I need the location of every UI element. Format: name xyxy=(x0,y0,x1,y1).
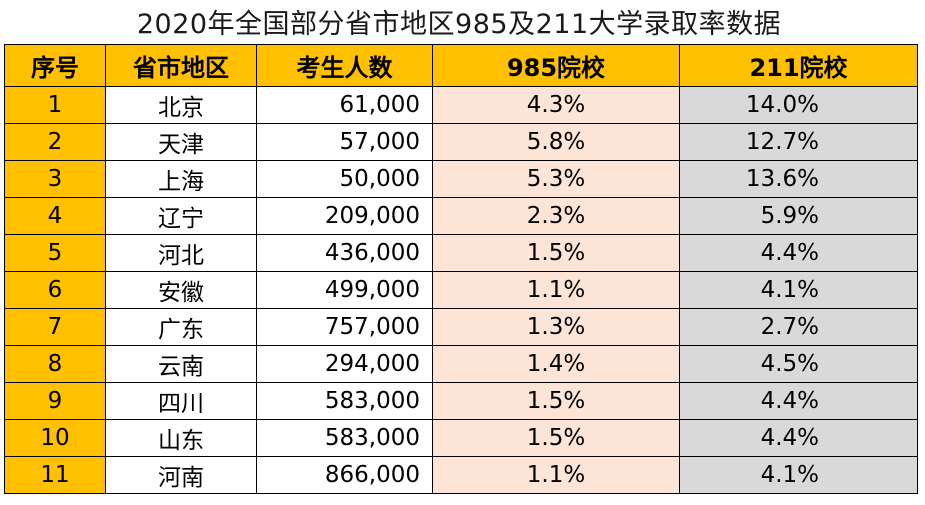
cell-rate985[interactable]: 5.3% xyxy=(432,160,680,198)
table-row: 2 天津 57,000 5.8% 12.7% xyxy=(4,123,918,161)
table-row: 9 四川 583,000 1.5% 4.4% xyxy=(4,382,918,420)
table-row: 5 河北 436,000 1.5% 4.4% xyxy=(4,234,918,272)
cell-index[interactable]: 11 xyxy=(4,456,106,494)
cell-region[interactable]: 上海 xyxy=(105,160,257,198)
cell-examinees[interactable]: 757,000 xyxy=(256,308,433,346)
header-index[interactable]: 序号 xyxy=(4,44,106,87)
cell-rate211[interactable]: 12.7% xyxy=(679,123,918,161)
cell-examinees[interactable]: 61,000 xyxy=(256,86,433,124)
cell-examinees[interactable]: 209,000 xyxy=(256,197,433,235)
cell-rate211[interactable]: 2.7% xyxy=(679,308,918,346)
cell-region[interactable]: 天津 xyxy=(105,123,257,161)
cell-index[interactable]: 1 xyxy=(4,86,106,124)
header-region[interactable]: 省市地区 xyxy=(105,44,257,87)
cell-rate211[interactable]: 4.5% xyxy=(679,345,918,383)
cell-index[interactable]: 5 xyxy=(4,234,106,272)
cell-region[interactable]: 河北 xyxy=(105,234,257,272)
cell-examinees[interactable]: 866,000 xyxy=(256,456,433,494)
cell-rate211[interactable]: 4.4% xyxy=(679,382,918,420)
cell-examinees[interactable]: 583,000 xyxy=(256,419,433,457)
cell-rate211[interactable]: 4.4% xyxy=(679,234,918,272)
cell-rate211[interactable]: 4.4% xyxy=(679,419,918,457)
cell-examinees[interactable]: 583,000 xyxy=(256,382,433,420)
admission-rate-table: 序号 省市地区 考生人数 985院校 211院校 1 北京 61,000 4.3… xyxy=(4,44,918,494)
cell-rate211[interactable]: 14.0% xyxy=(679,86,918,124)
cell-rate985[interactable]: 4.3% xyxy=(432,86,680,124)
cell-index[interactable]: 9 xyxy=(4,382,106,420)
cell-region[interactable]: 云南 xyxy=(105,345,257,383)
cell-examinees[interactable]: 436,000 xyxy=(256,234,433,272)
table-row: 1 北京 61,000 4.3% 14.0% xyxy=(4,86,918,124)
table-row: 4 辽宁 209,000 2.3% 5.9% xyxy=(4,197,918,235)
cell-region[interactable]: 四川 xyxy=(105,382,257,420)
cell-rate211[interactable]: 4.1% xyxy=(679,271,918,309)
cell-rate985[interactable]: 1.1% xyxy=(432,271,680,309)
table-row: 11 河南 866,000 1.1% 4.1% xyxy=(4,456,918,494)
cell-index[interactable]: 6 xyxy=(4,271,106,309)
cell-rate985[interactable]: 5.8% xyxy=(432,123,680,161)
cell-region[interactable]: 广东 xyxy=(105,308,257,346)
table-row: 7 广东 757,000 1.3% 2.7% xyxy=(4,308,918,346)
cell-index[interactable]: 10 xyxy=(4,419,106,457)
cell-rate211[interactable]: 13.6% xyxy=(679,160,918,198)
table-row: 3 上海 50,000 5.3% 13.6% xyxy=(4,160,918,198)
cell-rate985[interactable]: 1.3% xyxy=(432,308,680,346)
cell-rate985[interactable]: 1.5% xyxy=(432,234,680,272)
header-rate985[interactable]: 985院校 xyxy=(432,44,680,87)
cell-rate211[interactable]: 4.1% xyxy=(679,456,918,494)
cell-examinees[interactable]: 57,000 xyxy=(256,123,433,161)
cell-rate985[interactable]: 1.4% xyxy=(432,345,680,383)
header-rate211[interactable]: 211院校 xyxy=(679,44,918,87)
cell-region[interactable]: 安徽 xyxy=(105,271,257,309)
cell-region[interactable]: 山东 xyxy=(105,419,257,457)
table-row: 10 山东 583,000 1.5% 4.4% xyxy=(4,419,918,457)
cell-index[interactable]: 8 xyxy=(4,345,106,383)
cell-rate985[interactable]: 1.5% xyxy=(432,382,680,420)
table-row: 8 云南 294,000 1.4% 4.5% xyxy=(4,345,918,383)
table-row: 6 安徽 499,000 1.1% 4.1% xyxy=(4,271,918,309)
cell-region[interactable]: 辽宁 xyxy=(105,197,257,235)
cell-examinees[interactable]: 50,000 xyxy=(256,160,433,198)
cell-rate985[interactable]: 2.3% xyxy=(432,197,680,235)
cell-index[interactable]: 4 xyxy=(4,197,106,235)
cell-index[interactable]: 2 xyxy=(4,123,106,161)
cell-region[interactable]: 北京 xyxy=(105,86,257,124)
table-title: 2020年全国部分省市地区985及211大学录取率数据 xyxy=(136,8,782,40)
cell-rate985[interactable]: 1.1% xyxy=(432,456,680,494)
cell-index[interactable]: 7 xyxy=(4,308,106,346)
cell-rate211[interactable]: 5.9% xyxy=(679,197,918,235)
cell-examinees[interactable]: 499,000 xyxy=(256,271,433,309)
cell-index[interactable]: 3 xyxy=(4,160,106,198)
cell-rate985[interactable]: 1.5% xyxy=(432,419,680,457)
cell-region[interactable]: 河南 xyxy=(105,456,257,494)
header-examinees[interactable]: 考生人数 xyxy=(256,44,433,87)
cell-examinees[interactable]: 294,000 xyxy=(256,345,433,383)
header-row: 序号 省市地区 考生人数 985院校 211院校 xyxy=(4,44,918,87)
